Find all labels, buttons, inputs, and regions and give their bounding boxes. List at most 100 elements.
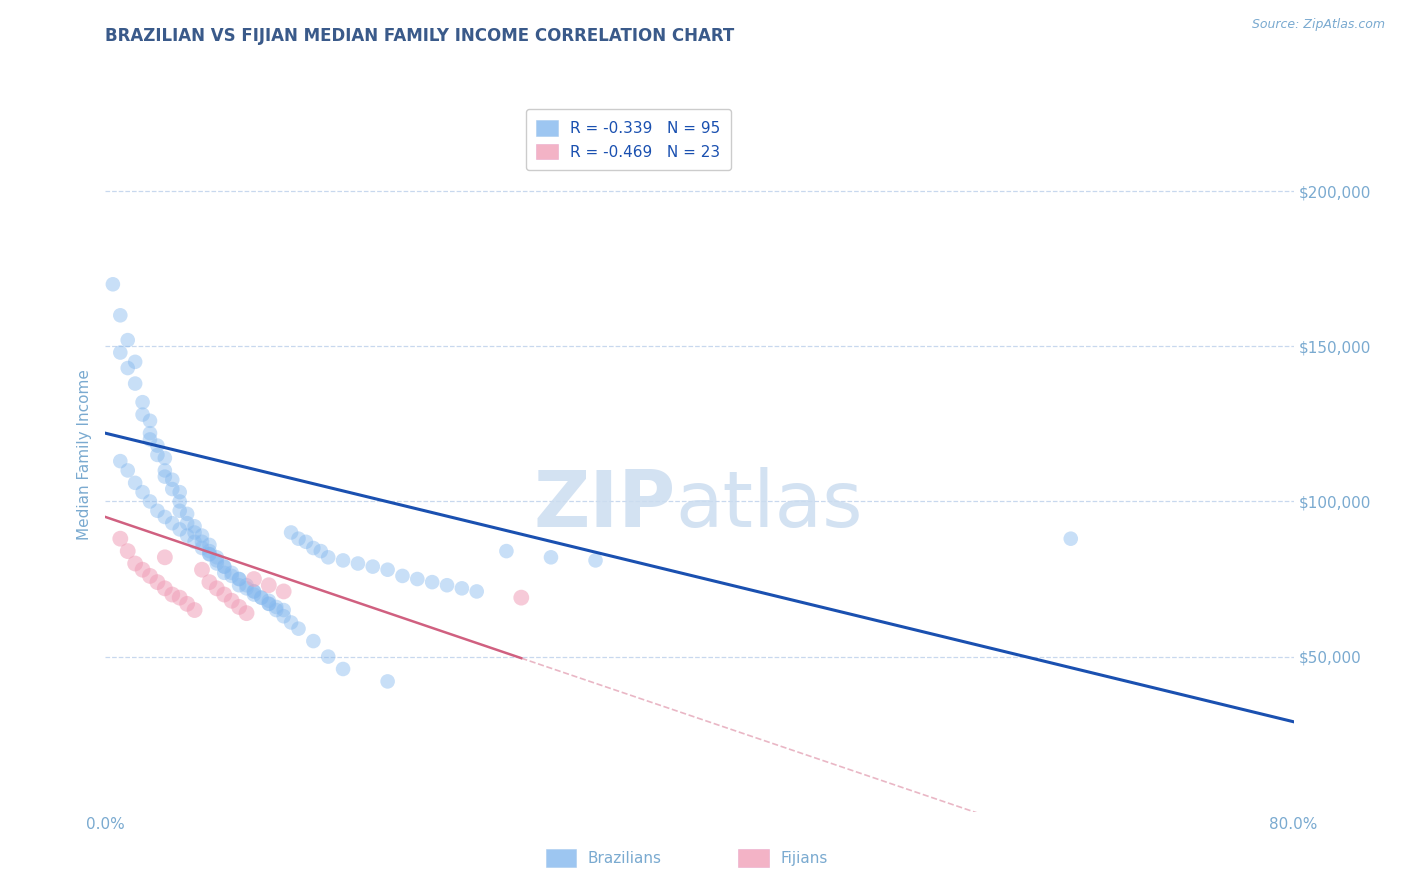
Text: ZIP: ZIP [533, 467, 676, 543]
Point [243, 588, 266, 602]
Point [332, 553, 354, 567]
Point [191, 541, 214, 555]
Point [191, 528, 214, 542]
Point [162, 473, 184, 487]
Text: Brazilians: Brazilians [588, 851, 662, 865]
Point [198, 544, 221, 558]
Point [214, 559, 236, 574]
Point [309, 544, 332, 558]
Point [228, 572, 250, 586]
Point [169, 591, 191, 605]
Point [139, 426, 162, 441]
Point [450, 582, 472, 596]
Point [257, 578, 280, 592]
Point [214, 566, 236, 580]
Point [361, 559, 384, 574]
FancyBboxPatch shape [546, 849, 576, 867]
Point [228, 572, 250, 586]
Point [117, 544, 139, 558]
Point [169, 494, 191, 508]
Point [131, 395, 153, 409]
Point [153, 469, 176, 483]
Point [257, 597, 280, 611]
Point [176, 528, 198, 542]
Point [183, 534, 205, 549]
Point [153, 550, 176, 565]
Point [273, 584, 295, 599]
Point [131, 408, 153, 422]
Point [131, 563, 153, 577]
Point [162, 516, 184, 531]
Point [139, 414, 162, 428]
Point [228, 578, 250, 592]
Point [235, 582, 257, 596]
Point [214, 588, 236, 602]
Point [146, 575, 169, 590]
Point [176, 597, 198, 611]
Point [316, 550, 339, 565]
Point [221, 593, 243, 607]
Point [117, 463, 139, 477]
Point [110, 454, 132, 468]
Point [139, 433, 162, 447]
Point [117, 361, 139, 376]
Point [287, 622, 309, 636]
Point [139, 494, 162, 508]
Point [198, 547, 221, 561]
Point [406, 572, 429, 586]
Point [264, 599, 287, 614]
Point [183, 603, 205, 617]
Point [139, 569, 162, 583]
Point [273, 603, 295, 617]
Point [1060, 532, 1083, 546]
Point [153, 463, 176, 477]
Point [235, 606, 257, 620]
Point [257, 593, 280, 607]
FancyBboxPatch shape [738, 849, 769, 867]
Point [332, 662, 354, 676]
Point [510, 591, 533, 605]
Point [191, 534, 214, 549]
Point [169, 522, 191, 536]
Point [131, 485, 153, 500]
Point [250, 591, 273, 605]
Text: Fijians: Fijians [780, 851, 828, 865]
Point [465, 584, 488, 599]
Point [110, 345, 132, 359]
Point [391, 569, 413, 583]
Point [585, 553, 607, 567]
Point [146, 448, 169, 462]
Point [264, 603, 287, 617]
Point [124, 376, 146, 391]
Point [221, 566, 243, 580]
Point [235, 578, 257, 592]
Point [273, 609, 295, 624]
Point [169, 485, 191, 500]
Point [198, 538, 221, 552]
Point [153, 582, 176, 596]
Point [540, 550, 562, 565]
Point [302, 634, 325, 648]
Point [101, 277, 124, 292]
Point [162, 588, 184, 602]
Legend: R = -0.339   N = 95, R = -0.469   N = 23: R = -0.339 N = 95, R = -0.469 N = 23 [526, 110, 731, 170]
Point [191, 563, 214, 577]
Point [228, 599, 250, 614]
Point [124, 355, 146, 369]
Point [302, 541, 325, 555]
Point [295, 534, 318, 549]
Point [221, 569, 243, 583]
Point [117, 333, 139, 347]
Point [205, 550, 228, 565]
Text: Source: ZipAtlas.com: Source: ZipAtlas.com [1251, 18, 1385, 31]
Point [183, 519, 205, 533]
Point [162, 482, 184, 496]
Point [377, 563, 399, 577]
Text: BRAZILIAN VS FIJIAN MEDIAN FAMILY INCOME CORRELATION CHART: BRAZILIAN VS FIJIAN MEDIAN FAMILY INCOME… [105, 27, 735, 45]
Text: atlas: atlas [676, 467, 863, 543]
Point [198, 547, 221, 561]
Point [110, 532, 132, 546]
Point [169, 504, 191, 518]
Point [153, 510, 176, 524]
Point [257, 597, 280, 611]
